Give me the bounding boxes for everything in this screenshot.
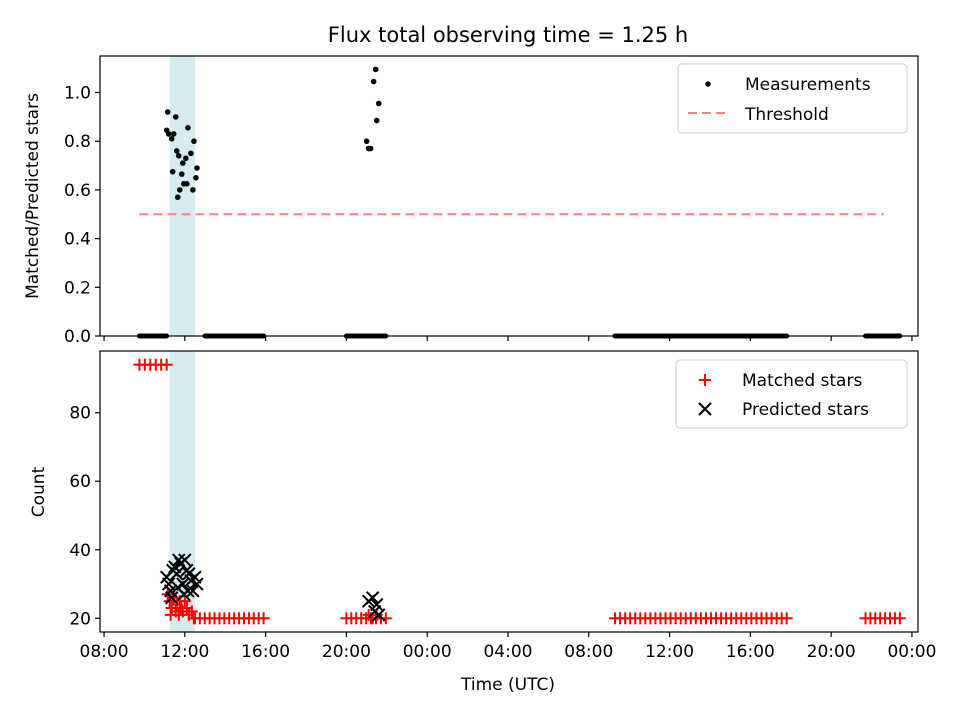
predicted-point-23 bbox=[369, 597, 384, 612]
matched-point bbox=[160, 358, 173, 371]
top-panel: 0.0 0.2 0.4 0.6 0.8 1.0 Matched/Predicted sta… bbox=[23, 55, 919, 347]
chart-title: Flux total observing time = 1.25 h bbox=[328, 23, 688, 47]
measurement-point-7 bbox=[175, 153, 182, 159]
legend-predicted-marker bbox=[698, 402, 712, 416]
top-ytick-label-4: 0.8 bbox=[64, 132, 91, 152]
predicted-point-15 bbox=[190, 577, 204, 591]
measurement-point-16 bbox=[184, 181, 190, 187]
top-legend: Measurements Threshold bbox=[677, 63, 908, 134]
measurement-point-14 bbox=[176, 187, 183, 193]
legend-measurements-marker bbox=[705, 81, 711, 87]
bottom-legend-box bbox=[675, 359, 908, 429]
predicted-point-19 bbox=[181, 584, 195, 598]
measurement-point-4 bbox=[170, 131, 177, 137]
matched-run-1 bbox=[188, 612, 270, 625]
measurement-point-25 bbox=[370, 78, 377, 85]
measurement-point-28 bbox=[373, 117, 380, 124]
measurement-point-26 bbox=[372, 66, 379, 73]
xtick-label-4: 00:00 bbox=[403, 642, 452, 662]
xtick-label-10: 00:00 bbox=[887, 642, 936, 662]
measurement-point-11 bbox=[183, 155, 189, 162]
measurement-point-3 bbox=[168, 135, 175, 142]
measurement-point-18 bbox=[191, 138, 197, 145]
matched-run-4 bbox=[859, 612, 906, 625]
predicted-point-9 bbox=[178, 553, 192, 567]
legend-measurements-label: Measurements bbox=[745, 75, 871, 95]
xtick-label-9: 20:00 bbox=[807, 642, 856, 662]
measurement-point-10 bbox=[180, 160, 186, 166]
legend-predicted-label: Predicted stars bbox=[742, 400, 869, 420]
top-legend-box bbox=[677, 63, 908, 134]
legend-matched-marker bbox=[699, 374, 711, 386]
top-highlight-span bbox=[169, 56, 195, 336]
xtick-label-0: 08:00 bbox=[80, 642, 129, 662]
measurement-point-9 bbox=[179, 171, 185, 177]
matched-point bbox=[257, 612, 270, 625]
x-axis-label: Time (UTC) bbox=[460, 675, 555, 695]
legend-matched-label: Matched stars bbox=[742, 371, 862, 391]
matched-point bbox=[893, 612, 906, 625]
measurement-point-22 bbox=[363, 138, 370, 145]
xtick-label-6: 08:00 bbox=[564, 642, 613, 662]
matched-run-3 bbox=[609, 612, 793, 625]
measurement-point-19 bbox=[193, 174, 199, 181]
measurement-point-17 bbox=[188, 150, 194, 157]
predicted-point-24 bbox=[372, 608, 386, 622]
measurement-point-21 bbox=[190, 187, 196, 193]
measurement-point-6 bbox=[173, 148, 180, 154]
measurement-point-2 bbox=[164, 109, 171, 115]
xtick-label-8: 16:00 bbox=[726, 642, 775, 662]
bottom-ytick-label-3: 80 bbox=[69, 404, 91, 424]
xtick-label-7: 12:00 bbox=[645, 642, 694, 662]
measurement-point-12 bbox=[185, 125, 191, 131]
predicted-point-16 bbox=[164, 591, 179, 605]
xtick-label-3: 20:00 bbox=[322, 642, 371, 662]
matched-point bbox=[780, 612, 793, 625]
measurement-point-20 bbox=[194, 165, 200, 171]
measurement-point-8 bbox=[169, 168, 176, 175]
matched-point-13 bbox=[187, 612, 200, 625]
top-axes-frame bbox=[99, 55, 919, 337]
matched-run-0 bbox=[133, 358, 173, 371]
bottom-ytick-label-0: 20 bbox=[69, 609, 91, 629]
xtick-label-1: 12:00 bbox=[160, 642, 209, 662]
xtick-label-2: 16:00 bbox=[241, 642, 290, 662]
top-ytick-label-1: 0.2 bbox=[64, 278, 91, 298]
top-ylabel: Matched/Predicted stars bbox=[23, 93, 43, 299]
predicted-point-13 bbox=[186, 584, 200, 598]
bottom-ytick-label-1: 40 bbox=[69, 541, 91, 561]
bottom-legend: Matched stars Predicted stars bbox=[675, 359, 908, 429]
bottom-panel: 20 40 60 80 08:00 12:00 16:00 20:00 00:00 04:00 0… bbox=[29, 350, 936, 695]
measurement-point-13 bbox=[174, 194, 181, 201]
matched-point-14 bbox=[164, 608, 177, 621]
measurement-point-5 bbox=[172, 114, 179, 120]
bottom-ylabel: Count bbox=[29, 466, 49, 517]
xtick-label-5: 04:00 bbox=[483, 642, 532, 662]
top-ytick-label-2: 0.4 bbox=[64, 230, 91, 250]
bottom-ytick-label-2: 60 bbox=[69, 472, 91, 492]
predicted-point-21 bbox=[365, 591, 380, 605]
legend-threshold-label: Threshold bbox=[744, 105, 829, 125]
measurement-point-24 bbox=[367, 145, 374, 152]
top-ytick-label-0: 0.0 bbox=[64, 327, 91, 347]
matched-point-12 bbox=[185, 605, 198, 618]
top-ytick-label-3: 0.6 bbox=[64, 181, 91, 201]
measurement-point-1 bbox=[165, 131, 172, 137]
bottom-axes-frame bbox=[99, 350, 919, 633]
top-ytick-label-5: 1.0 bbox=[64, 84, 91, 104]
predicted-point-5 bbox=[170, 567, 184, 581]
measurement-point-27 bbox=[375, 100, 382, 107]
